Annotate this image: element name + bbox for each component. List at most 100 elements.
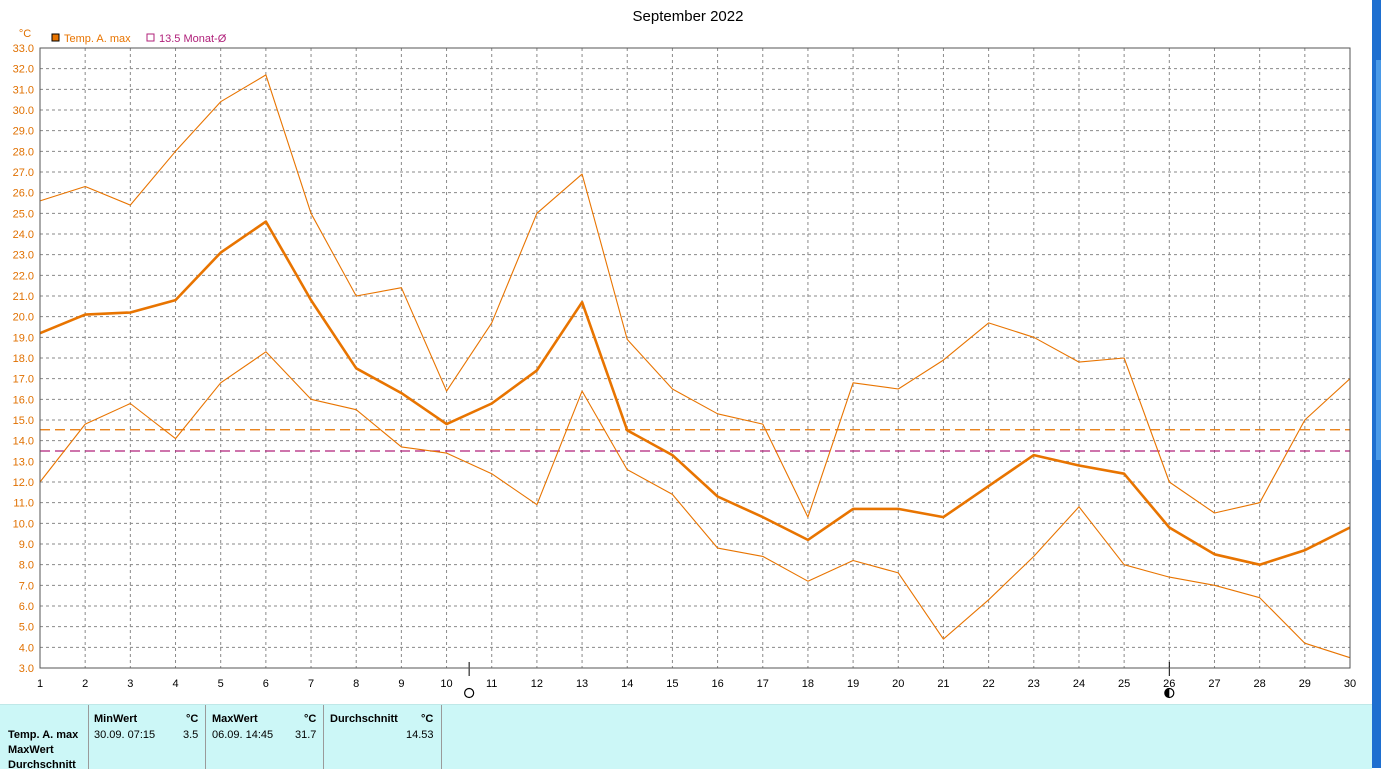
y-tick-label: 22.0: [13, 270, 34, 282]
x-tick-label: 8: [353, 678, 359, 690]
chart-title: September 2022: [633, 8, 744, 25]
legend-swatch-average: [146, 33, 155, 42]
stats-row-label: MaxWert: [8, 744, 54, 756]
x-tick-label: 3: [127, 678, 133, 690]
y-tick-label: 21.0: [13, 291, 34, 303]
scrollbar-thumb[interactable]: [1376, 60, 1381, 460]
x-tick-label: 10: [440, 678, 452, 690]
grid: [39, 47, 1351, 669]
x-tick-label: 11: [486, 678, 497, 690]
min-header: MinWert: [94, 713, 138, 725]
x-tick-label: 7: [308, 678, 314, 690]
y-tick-label: 10.0: [13, 518, 34, 530]
max-date: 06.09. 14:45: [212, 729, 274, 741]
stats-divider: [323, 705, 324, 769]
y-tick-label: 4.0: [19, 642, 34, 654]
x-tick-label: 18: [802, 678, 814, 690]
max-header: MaxWert: [212, 713, 258, 725]
x-tick-label: 27: [1208, 678, 1220, 690]
max-unit: °C: [304, 713, 317, 725]
temperature-chart: September 2022 °C Temp. A. max 13.5 Mona…: [13, 8, 1356, 699]
legend-average-label: 13.5 Monat-Ø: [159, 33, 227, 45]
plot-frame: [39, 47, 1351, 669]
y-tick-label: 25.0: [13, 208, 34, 220]
y-tick-label: 11.0: [13, 498, 34, 510]
avg-value: 14.53: [406, 729, 434, 741]
x-tick-label: 2: [82, 678, 88, 690]
series-line-band: [39, 351, 1351, 659]
series-line-main: [39, 220, 1351, 567]
x-tick-label: 9: [398, 678, 404, 690]
legend-series-label: Temp. A. max: [64, 33, 131, 45]
y-tick-label: 27.0: [13, 167, 34, 179]
min-date: 30.09. 07:15: [94, 729, 156, 741]
x-tick-label: 12: [531, 678, 543, 690]
y-tick-label: 19.0: [13, 332, 34, 344]
x-tick-label: 26: [1163, 678, 1175, 690]
y-tick-label: 23.0: [13, 250, 34, 262]
x-tick-label: 28: [1254, 678, 1266, 690]
y-tick-label: 14.0: [13, 436, 34, 448]
x-tick-label: 21: [937, 678, 949, 690]
reference-lines: [40, 429, 1350, 452]
y-tick-label: 20.0: [13, 312, 34, 324]
y-tick-label: 32.0: [13, 64, 34, 76]
y-tick-label: 17.0: [13, 374, 34, 386]
y-tick-label: 26.0: [13, 188, 34, 200]
y-tick-label: 24.0: [13, 229, 34, 241]
stats-row-label: Temp. A. max: [8, 729, 79, 741]
y-tick-label: 28.0: [13, 146, 34, 158]
stats-divider: [441, 705, 442, 769]
full-moon-icon: [464, 687, 475, 699]
legend: Temp. A. max 13.5 Monat-Ø: [51, 33, 227, 45]
legend-swatch-series: [51, 33, 60, 42]
statistics-panel: Temp. A. max MaxWert Durchschnitt MinWer…: [0, 704, 1372, 771]
y-tick-label: 33.0: [13, 43, 34, 55]
series-line-band: [39, 74, 1351, 518]
y-tick-label: 6.0: [19, 601, 34, 613]
y-tick-label: 18.0: [13, 353, 34, 365]
x-tick-label: 22: [982, 678, 994, 690]
y-tick-label: 12.0: [13, 477, 34, 489]
y-tick-label: 7.0: [19, 580, 34, 592]
y-tick-label: 16.0: [13, 394, 34, 406]
y-tick-label: 3.0: [19, 663, 34, 675]
x-tick-label: 29: [1299, 678, 1311, 690]
y-tick-label: 9.0: [19, 539, 34, 551]
x-tick-label: 24: [1073, 678, 1085, 690]
series-lines: [39, 74, 1351, 659]
avg-header: Durchschnitt: [330, 713, 398, 725]
y-axis-ticks: 3.0 4.0 5.0 6.0 7.0 8.0 9.0 10.0 11.0 12.0 13.0 14.…: [13, 43, 34, 675]
stats-row-label: Durchschnitt: [8, 759, 76, 771]
x-tick-label: 14: [621, 678, 633, 690]
x-tick-label: 1: [37, 678, 43, 690]
x-tick-label: 4: [172, 678, 178, 690]
x-tick-label: 5: [218, 678, 224, 690]
x-tick-label: 30: [1344, 678, 1356, 690]
new-moon-icon: [1164, 688, 1170, 698]
stats-divider: [88, 705, 89, 769]
y-tick-label: 31.0: [13, 84, 34, 96]
min-unit: °C: [186, 713, 199, 725]
x-tick-label: 16: [711, 678, 723, 690]
y-axis-unit: °C: [19, 28, 31, 40]
x-tick-label: 15: [666, 678, 678, 690]
x-tick-label: 13: [576, 678, 588, 690]
x-tick-label: 20: [892, 678, 904, 690]
x-axis-ticks: 1 2 3 4 5 6 7 8 9 10 11 12 13 14 15 16 17 18 19 20 21 22 23 24 2…: [37, 678, 1356, 690]
max-value: 31.7: [295, 729, 317, 741]
x-tick-label: 6: [263, 678, 269, 690]
moon-markers: [464, 662, 1175, 699]
y-tick-label: 29.0: [13, 126, 34, 138]
x-tick-label: 17: [757, 678, 769, 690]
avg-unit: °C: [421, 713, 434, 725]
y-tick-label: 15.0: [13, 415, 34, 427]
x-tick-label: 25: [1118, 678, 1130, 690]
y-tick-label: 30.0: [13, 105, 34, 117]
x-tick-label: 19: [847, 678, 859, 690]
y-tick-label: 5.0: [19, 622, 34, 634]
y-tick-label: 13.0: [13, 456, 34, 468]
min-value: 3.5: [183, 729, 199, 741]
y-tick-label: 8.0: [19, 560, 34, 572]
stats-divider: [205, 705, 206, 769]
